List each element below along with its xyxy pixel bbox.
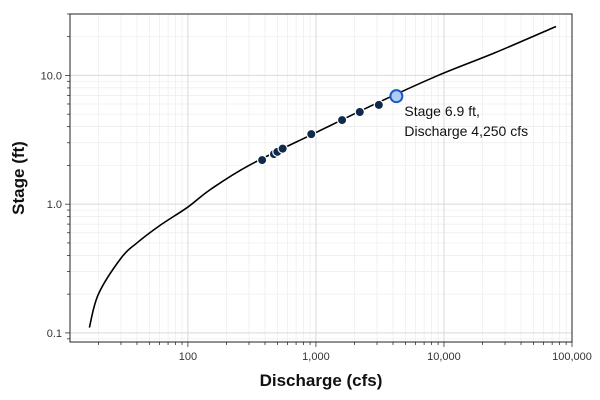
major-grid bbox=[70, 14, 573, 342]
observation-point bbox=[354, 106, 365, 118]
rating-curve-line bbox=[88, 25, 557, 328]
highlighted-point bbox=[389, 89, 404, 104]
annotation-line-stage: Stage 6.9 ft, bbox=[404, 103, 480, 119]
x-axis-title: Discharge (cfs) bbox=[260, 371, 383, 390]
highlight-annotation: Stage 6.9 ft, Discharge 4,250 cfs bbox=[404, 103, 528, 139]
x-tick-label: 100 bbox=[179, 351, 197, 363]
y-tick-label: 1.0 bbox=[47, 199, 62, 211]
y-tick-label: 10.0 bbox=[41, 70, 62, 82]
y-axis-title: Stage (ft) bbox=[9, 141, 28, 215]
observation-points bbox=[256, 99, 385, 166]
observation-point bbox=[277, 143, 288, 154]
y-axis-tick-labels: 0.1 1.0 10.0 bbox=[41, 70, 62, 339]
x-tick-label: 100,000 bbox=[552, 351, 592, 363]
x-tick-label: 1,000 bbox=[302, 351, 330, 363]
y-tick-label: 0.1 bbox=[47, 328, 62, 340]
observation-point bbox=[256, 154, 268, 166]
x-tick-label: 10,000 bbox=[427, 351, 461, 363]
x-axis-tick-labels: 100 1,000 10,000 100,000 bbox=[179, 351, 592, 363]
observation-point bbox=[336, 114, 348, 126]
plot-frame bbox=[69, 13, 573, 343]
annotation-line-discharge: Discharge 4,250 cfs bbox=[404, 123, 528, 139]
observation-point bbox=[373, 99, 385, 111]
observation-point bbox=[306, 128, 317, 140]
